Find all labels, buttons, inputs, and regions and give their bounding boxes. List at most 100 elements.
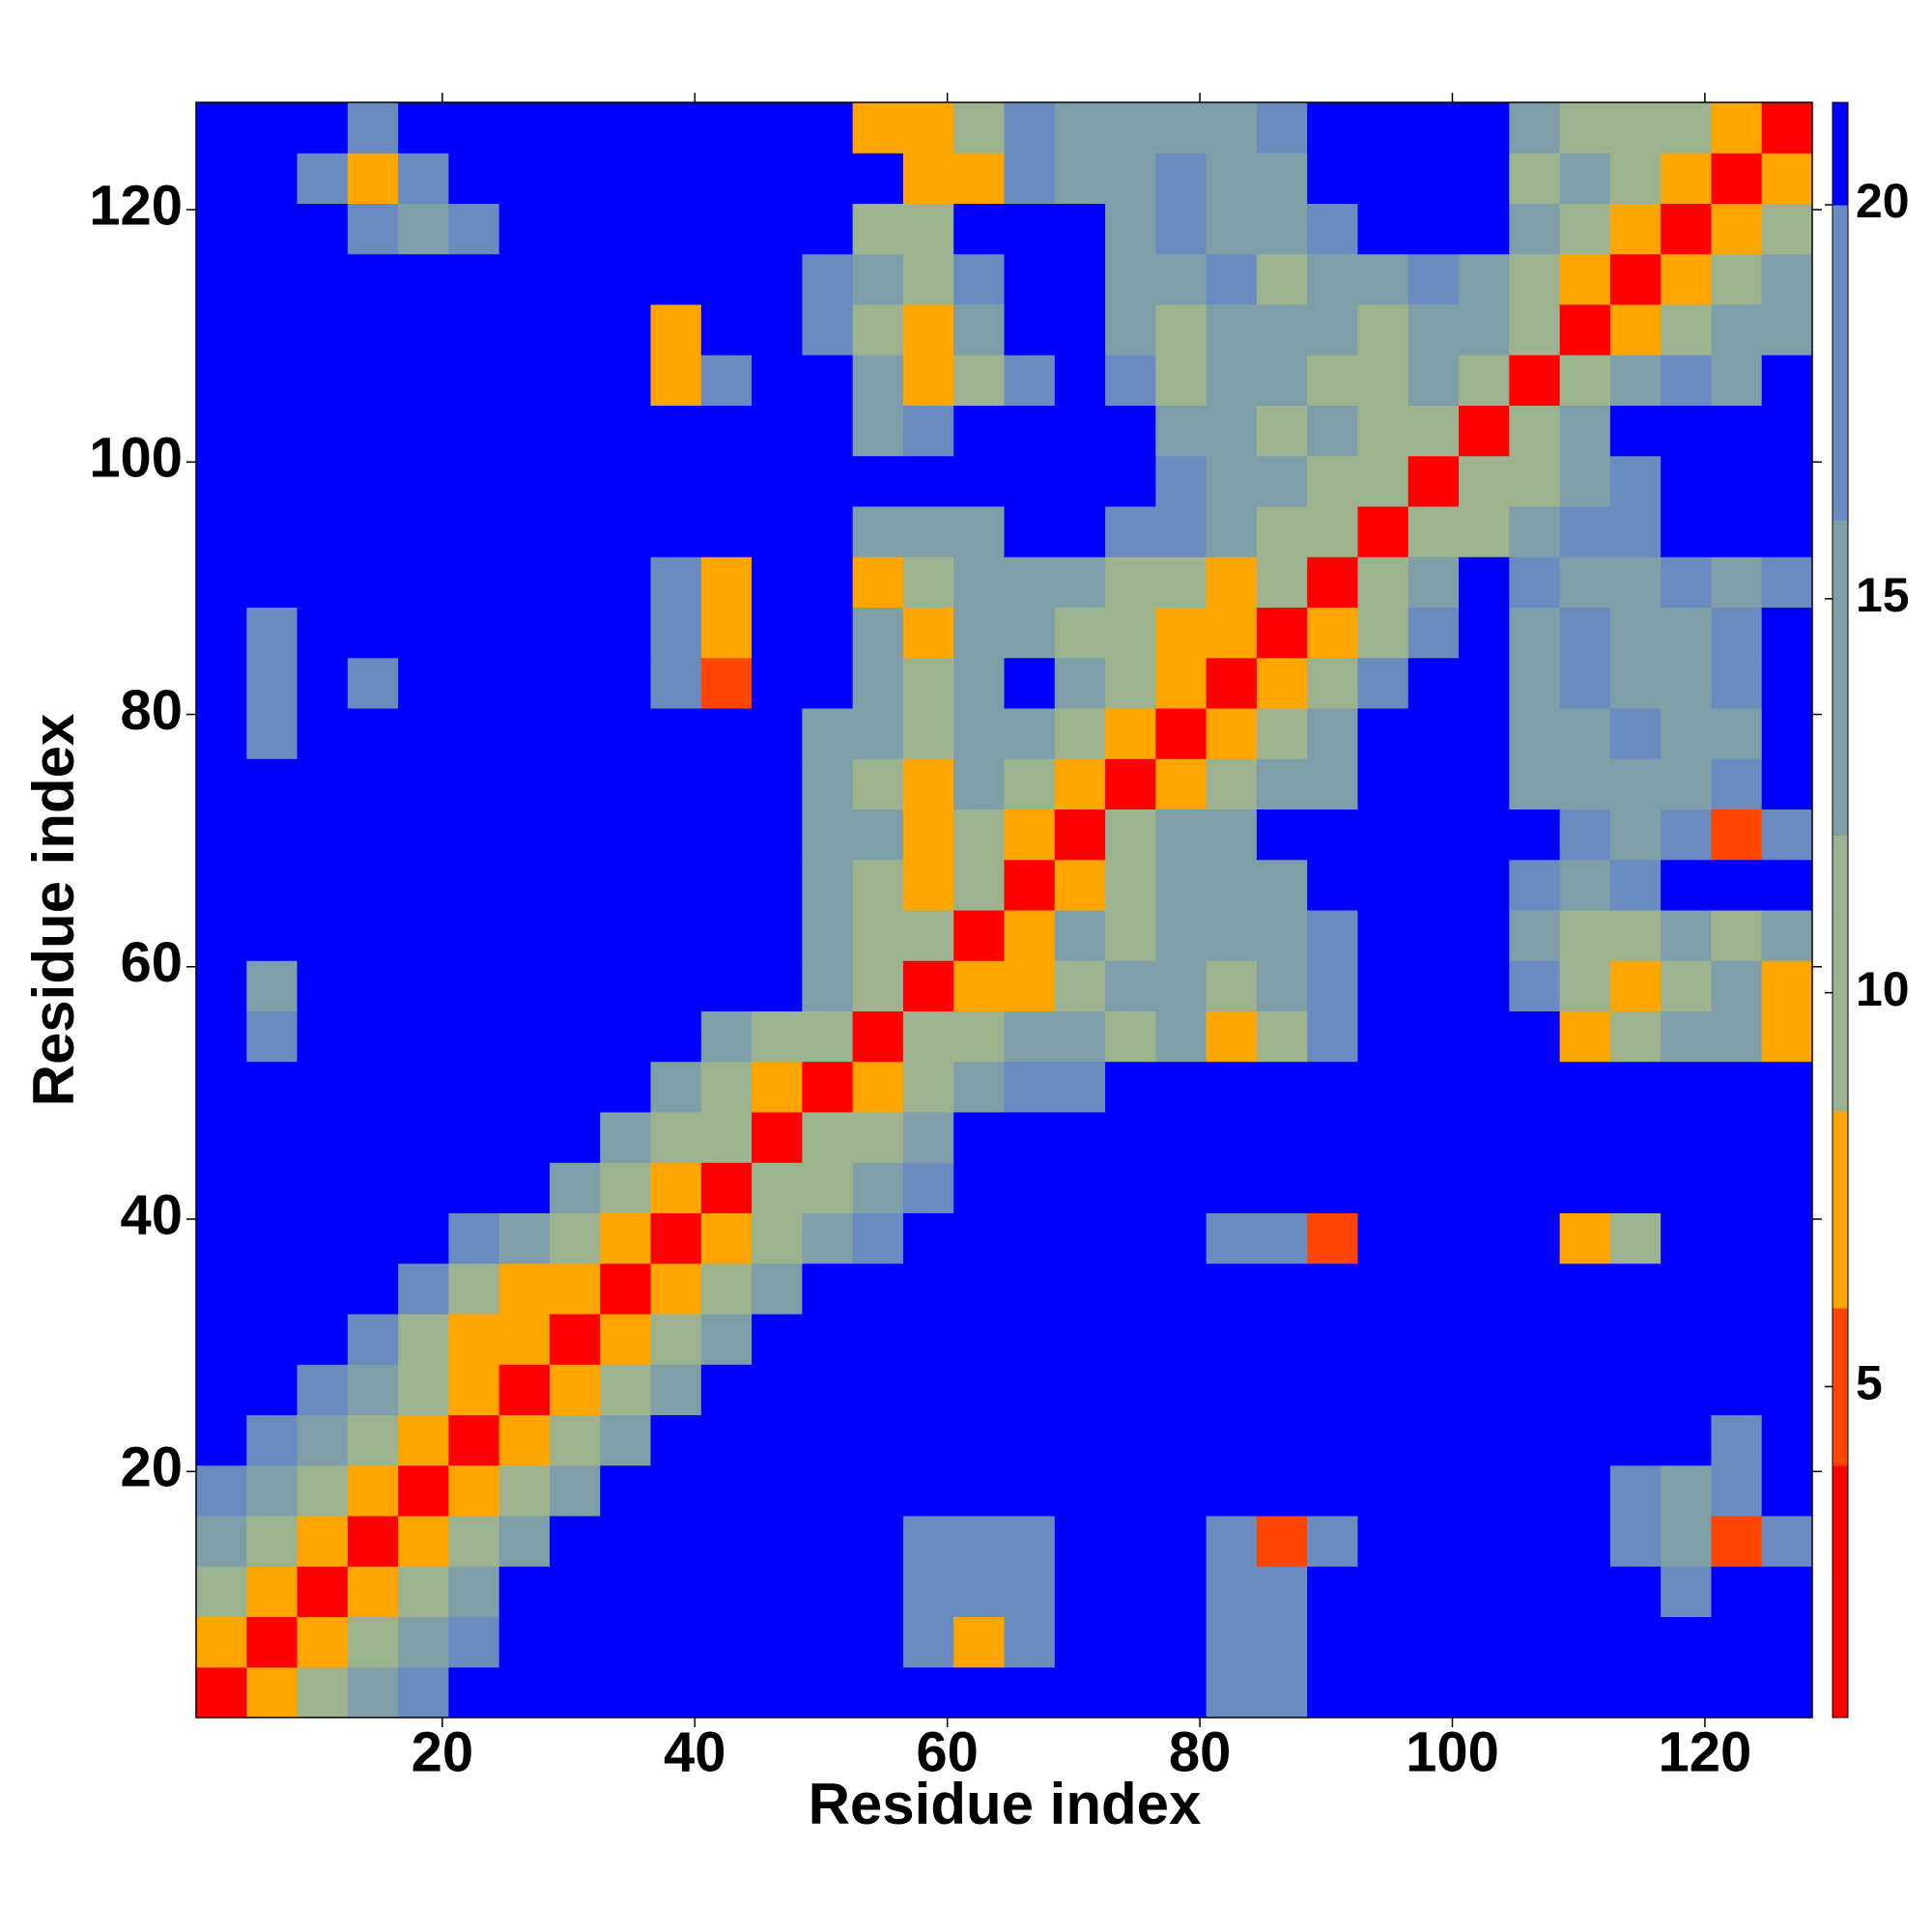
heatmap-cell	[1206, 1061, 1258, 1113]
heatmap-cell	[1711, 455, 1763, 507]
heatmap-cell	[600, 1112, 652, 1163]
heatmap-cell	[902, 1162, 954, 1213]
heatmap-cell	[398, 1414, 449, 1466]
heatmap-cell	[1256, 203, 1308, 255]
heatmap-cell	[1711, 153, 1763, 204]
heatmap-cell	[448, 153, 500, 204]
heatmap-cell	[1609, 1364, 1662, 1415]
heatmap-cell	[1761, 1364, 1813, 1415]
heatmap-cell	[398, 1616, 449, 1668]
heatmap-cell	[1004, 1010, 1056, 1063]
heatmap-cell	[1459, 607, 1510, 659]
heatmap-cell	[1004, 708, 1056, 759]
heatmap-cell	[1256, 1516, 1308, 1567]
heatmap-cell	[902, 1263, 954, 1315]
heatmap-cell	[196, 253, 247, 305]
heatmap-cell	[1459, 153, 1510, 204]
heatmap-cell	[1256, 304, 1308, 355]
heatmap-cell	[1407, 405, 1460, 457]
heatmap-cell	[1307, 1162, 1358, 1213]
heatmap-cell	[1054, 809, 1106, 861]
heatmap-cell	[752, 1112, 803, 1163]
heatmap-cell	[1761, 153, 1813, 204]
heatmap-cell	[1307, 1061, 1358, 1113]
heatmap-cell	[752, 960, 803, 1011]
heatmap-cell	[1459, 1112, 1510, 1163]
heatmap-cell	[752, 506, 803, 557]
heatmap-cell	[600, 910, 652, 961]
heatmap-cell	[398, 1566, 449, 1617]
heatmap-cell	[852, 1061, 904, 1113]
heatmap-cell	[1357, 1112, 1409, 1163]
heatmap-cell	[1509, 607, 1561, 659]
heatmap-cell	[953, 1364, 1005, 1415]
heatmap-cell	[902, 355, 954, 406]
y-tick-label: 20	[120, 1436, 183, 1499]
heatmap-cell	[700, 1616, 753, 1668]
heatmap-cell	[1357, 153, 1409, 204]
heatmap-cell	[1407, 1666, 1460, 1719]
heatmap-cell	[700, 1010, 753, 1063]
heatmap-cell	[1711, 203, 1763, 255]
heatmap-cell	[1761, 1666, 1813, 1719]
heatmap-cell	[1206, 153, 1258, 204]
heatmap-cell	[448, 506, 500, 557]
heatmap-cell	[1711, 809, 1763, 861]
heatmap-cell	[1711, 1414, 1763, 1466]
heatmap-cell	[802, 910, 854, 961]
heatmap-cell	[1609, 1212, 1662, 1264]
heatmap-cell	[1661, 405, 1712, 457]
heatmap-cell	[196, 1162, 247, 1213]
heatmap-cell	[1155, 859, 1208, 911]
heatmap-cell	[1256, 1616, 1308, 1668]
heatmap-cell	[600, 607, 652, 659]
x-tick-label: 60	[916, 1720, 979, 1783]
heatmap-cell	[902, 1414, 954, 1466]
heatmap-cell	[1105, 1162, 1156, 1213]
heatmap-cell	[600, 1162, 652, 1213]
heatmap-cell	[600, 758, 652, 810]
heatmap-cell	[1711, 1314, 1763, 1365]
heatmap-cell	[297, 1010, 349, 1063]
heatmap-cell	[1206, 708, 1258, 759]
heatmap-cell	[297, 657, 349, 709]
heatmap-cell	[1407, 1464, 1460, 1517]
heatmap-cell	[852, 1162, 904, 1213]
heatmap-cell	[1761, 102, 1813, 154]
heatmap-cell	[802, 1061, 854, 1113]
heatmap-cell	[1459, 910, 1510, 961]
heatmap-cell	[1509, 910, 1561, 961]
heatmap-cell	[1206, 203, 1258, 255]
heatmap-cell	[498, 1516, 551, 1567]
heatmap-cell	[246, 960, 298, 1011]
heatmap-cell	[1761, 1061, 1813, 1113]
heatmap-cell	[1459, 758, 1510, 810]
heatmap-cell	[1105, 1414, 1156, 1466]
heatmap-cell	[549, 102, 601, 154]
heatmap-cell	[549, 1616, 601, 1668]
heatmap-cell	[1459, 506, 1510, 557]
heatmap-cell	[549, 153, 601, 204]
heatmap-cell	[902, 405, 954, 457]
heatmap-cell	[1357, 1263, 1409, 1315]
heatmap-cell	[700, 960, 753, 1011]
heatmap-cell	[196, 355, 247, 406]
heatmap-cell	[347, 1364, 399, 1415]
heatmap-cell	[953, 203, 1005, 255]
heatmap-cell	[398, 506, 449, 557]
heatmap-cell	[953, 556, 1005, 608]
heatmap-cell	[802, 1212, 854, 1264]
heatmap-cell	[1307, 1414, 1358, 1466]
heatmap-cell	[1711, 1464, 1763, 1517]
heatmap-cell	[1661, 1212, 1712, 1264]
heatmap-cell	[1307, 1516, 1358, 1567]
heatmap-cell	[549, 304, 601, 355]
heatmap-cell	[700, 809, 753, 861]
heatmap-cell	[1609, 355, 1662, 406]
heatmap-cell	[1105, 304, 1156, 355]
heatmap-cell	[1761, 910, 1813, 961]
heatmap-cell	[398, 657, 449, 709]
heatmap-cell	[498, 102, 551, 154]
heatmap-cell	[1509, 708, 1561, 759]
heatmap-cell	[600, 657, 652, 709]
